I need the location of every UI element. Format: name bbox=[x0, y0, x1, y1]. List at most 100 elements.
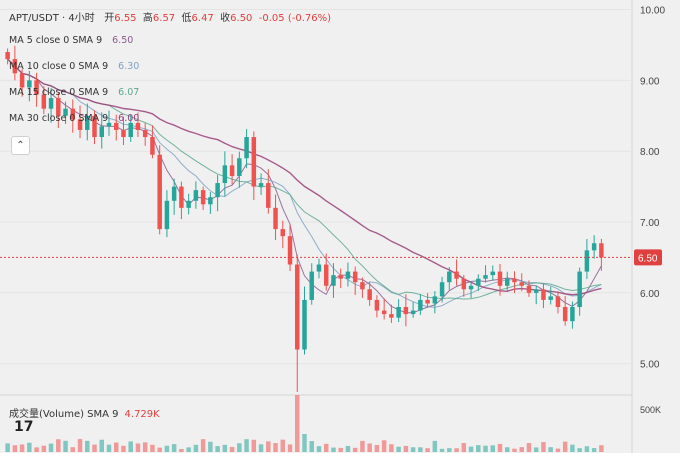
volume-bar bbox=[63, 440, 68, 452]
candle-body bbox=[5, 52, 10, 60]
volume-bar bbox=[128, 441, 133, 452]
volume-bar bbox=[316, 446, 322, 452]
volume-bar bbox=[41, 445, 47, 452]
volume-bar bbox=[396, 446, 401, 452]
candle-body bbox=[418, 299, 423, 311]
last-price-badge bbox=[634, 249, 662, 266]
candle-body bbox=[599, 243, 604, 258]
volume-bar bbox=[519, 447, 524, 452]
candle-body bbox=[410, 310, 416, 315]
change-value: -0.05 (-0.76%) bbox=[258, 13, 332, 24]
volume-bar bbox=[266, 441, 271, 452]
candle-body bbox=[309, 271, 314, 300]
volume-bar bbox=[352, 447, 358, 452]
candle-body bbox=[360, 282, 365, 290]
candle-body bbox=[454, 271, 459, 279]
candle-body bbox=[338, 275, 343, 279]
volume-bars bbox=[5, 395, 604, 452]
y-tick-label: 6.00 bbox=[640, 289, 660, 300]
candle-body bbox=[555, 296, 561, 308]
volume-bar bbox=[273, 443, 278, 452]
volume-bar bbox=[425, 448, 430, 452]
candle-body bbox=[142, 129, 148, 138]
volume-bar bbox=[381, 440, 387, 452]
y-tick-label: 7.00 bbox=[640, 218, 660, 229]
y-tick-label: 9.00 bbox=[640, 76, 660, 87]
candle-body bbox=[591, 243, 597, 251]
volume-bar bbox=[222, 444, 228, 452]
volume-bar bbox=[591, 448, 597, 452]
candle-body bbox=[244, 137, 249, 159]
last-price-label: 6.50 bbox=[638, 253, 658, 264]
candle-body bbox=[19, 73, 25, 88]
volume-bar bbox=[12, 445, 18, 452]
candle-body bbox=[490, 271, 496, 276]
y-tick-label: 8.00 bbox=[640, 147, 660, 158]
candle-body bbox=[251, 137, 257, 187]
candle-body bbox=[374, 299, 380, 311]
ma-line bbox=[7, 58, 602, 314]
volume-bar bbox=[229, 446, 235, 452]
tradingview-logo[interactable]: 17 bbox=[14, 419, 33, 435]
volume-bar bbox=[179, 448, 184, 452]
symbol-title[interactable]: APT/USDT · 4小时 bbox=[9, 13, 95, 24]
candle-body bbox=[505, 278, 510, 286]
volume-bar bbox=[533, 447, 539, 452]
high-value: 6.57 bbox=[152, 13, 176, 24]
volume-bar bbox=[432, 440, 438, 452]
volume-bar bbox=[570, 444, 575, 452]
close-label: 收 bbox=[220, 13, 231, 24]
indicator-ma15[interactable]: MA 15 close 0 SMA 9 6.07 bbox=[9, 87, 139, 98]
logo-text: 17 bbox=[14, 419, 34, 435]
volume-bar bbox=[113, 442, 119, 452]
indicator-ma30[interactable]: MA 30 close 0 SMA 9 6.00 bbox=[9, 113, 139, 124]
low-label: 低 bbox=[181, 13, 192, 24]
chart-header: APT/USDT · 4小时 开6.55 高6.57 低6.47 收6.50 -… bbox=[9, 9, 331, 24]
volume-bar bbox=[302, 434, 307, 452]
candle-body bbox=[302, 299, 307, 350]
volume-bar bbox=[439, 448, 445, 452]
volume-value: 4.729K bbox=[124, 409, 160, 420]
candle-body bbox=[237, 158, 242, 176]
volume-bar bbox=[374, 444, 380, 452]
volume-bar bbox=[295, 395, 300, 452]
volume-bar bbox=[490, 445, 496, 452]
volume-bar bbox=[389, 444, 394, 452]
volume-label: 成交量(Volume) SMA 9 bbox=[9, 409, 119, 420]
candle-body bbox=[164, 200, 170, 230]
volume-bar bbox=[323, 443, 329, 452]
volume-legend[interactable]: 成交量(Volume) SMA 9 4.729K bbox=[9, 405, 160, 420]
candle-body bbox=[432, 296, 438, 304]
candle-body bbox=[12, 59, 18, 74]
candle-body bbox=[77, 119, 83, 130]
volume-bar bbox=[338, 447, 343, 452]
volume-bar bbox=[562, 441, 568, 452]
volume-bar bbox=[85, 440, 90, 452]
candle-body bbox=[447, 271, 452, 283]
candle-body bbox=[584, 250, 590, 272]
volume-bar bbox=[237, 443, 242, 452]
candle-body bbox=[497, 271, 503, 286]
volume-bar bbox=[164, 445, 170, 452]
chevron-up-icon[interactable]: ⌃ bbox=[11, 136, 30, 155]
volume-bar bbox=[171, 444, 177, 452]
volume-bar bbox=[577, 448, 582, 452]
volume-bar bbox=[280, 439, 286, 452]
indicator-ma10[interactable]: MA 10 close 0 SMA 9 6.30 bbox=[9, 61, 139, 72]
volume-bar bbox=[135, 443, 141, 452]
candle-body bbox=[193, 190, 199, 201]
volume-bar bbox=[5, 443, 10, 452]
candle-body bbox=[229, 165, 235, 176]
volume-bar bbox=[454, 448, 459, 452]
candle-body bbox=[121, 129, 126, 138]
indicator-value: 6.07 bbox=[118, 87, 140, 98]
candle-body bbox=[468, 285, 474, 290]
candle-body bbox=[157, 154, 162, 230]
candle-body bbox=[316, 264, 322, 272]
indicator-ma5[interactable]: MA 5 close 0 SMA 9 6.50 bbox=[9, 35, 133, 46]
chart-grid bbox=[0, 0, 633, 453]
volume-bar bbox=[584, 446, 590, 452]
moving-average-lines bbox=[7, 58, 602, 314]
volume-bar bbox=[106, 444, 112, 452]
